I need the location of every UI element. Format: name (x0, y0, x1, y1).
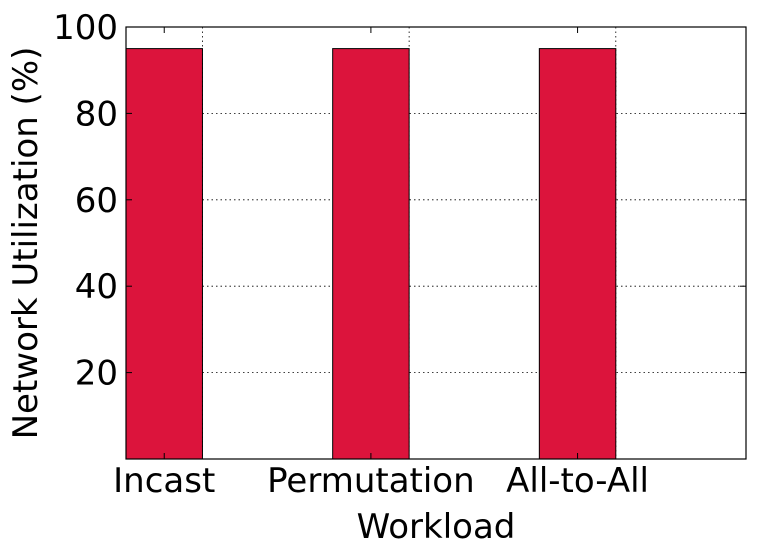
x-axis-ticks: Incast Permutation All-to-All (113, 27, 649, 501)
y-tick-label: 80 (75, 94, 118, 134)
y-axis-ticks: 20 40 60 80 100 (53, 8, 746, 394)
y-tick-label: 40 (75, 267, 118, 307)
y-tick-label: 20 (75, 354, 118, 394)
plot-frame (125, 26, 747, 460)
bar-incast (125, 48, 203, 460)
x-tick-label: Permutation (267, 461, 475, 501)
bar-all-to-all (538, 48, 617, 460)
x-tick-label: Incast (113, 461, 215, 501)
x-axis-label: Workload (357, 507, 516, 547)
grid-lines (126, 27, 746, 459)
y-axis-label: Network Utilization (%) (6, 47, 46, 440)
x-tick-label: All-to-All (506, 461, 649, 501)
y-tick-label: 60 (75, 181, 118, 221)
bars (125, 48, 617, 460)
bar-permutation (332, 48, 410, 460)
y-tick-label: 100 (53, 8, 118, 48)
